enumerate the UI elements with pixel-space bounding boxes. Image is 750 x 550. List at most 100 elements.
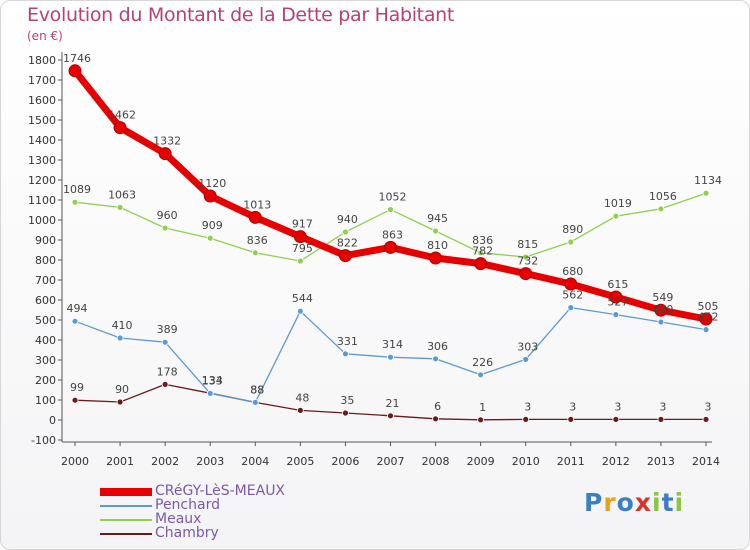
x-tick-label: 2008 [422, 455, 450, 468]
data-point [564, 277, 578, 291]
data-point [567, 238, 575, 246]
data-label: 35 [340, 394, 354, 407]
data-label: 494 [67, 302, 88, 315]
data-label: 544 [292, 292, 313, 305]
data-point [161, 380, 169, 388]
data-point [522, 415, 530, 423]
data-point [71, 198, 79, 206]
data-point [71, 317, 79, 325]
x-tick-label: 2001 [106, 455, 134, 468]
data-label: 1120 [198, 177, 226, 190]
y-tick-label: 400 [35, 334, 56, 347]
data-label: 133 [202, 374, 223, 387]
legend-label: Penchard [155, 497, 220, 513]
data-label: 795 [292, 242, 313, 255]
data-label: 303 [517, 340, 538, 353]
data-point [248, 210, 262, 224]
chart-title: Evolution du Montant de la Dette par Hab… [27, 4, 455, 26]
data-point [203, 189, 217, 203]
data-point [71, 396, 79, 404]
data-label: 890 [562, 223, 583, 236]
data-point [702, 415, 710, 423]
data-point [657, 318, 665, 326]
data-label: 615 [607, 278, 628, 291]
data-point [293, 230, 307, 244]
y-tick-label: 900 [35, 234, 56, 247]
data-label: 452 [698, 311, 719, 324]
data-point [699, 312, 713, 326]
data-label: 3 [659, 400, 666, 413]
y-tick-label: -100 [31, 434, 56, 447]
data-label: 1134 [694, 174, 722, 187]
data-point [432, 415, 439, 423]
data-point [654, 303, 668, 317]
x-tick-label: 2013 [647, 455, 675, 468]
data-label: 48 [295, 391, 309, 404]
data-label: 945 [427, 212, 448, 225]
data-label: 226 [472, 356, 493, 369]
x-tick-label: 2011 [557, 455, 585, 468]
data-point [296, 406, 304, 414]
data-point [429, 251, 443, 265]
data-point [206, 234, 214, 242]
data-point [113, 121, 127, 135]
data-point [612, 212, 620, 220]
data-point [477, 416, 485, 424]
y-tick-label: 1500 [28, 114, 56, 127]
x-tick-label: 2000 [61, 455, 89, 468]
data-point [612, 415, 620, 423]
data-label: 6 [434, 400, 441, 413]
data-label: 782 [472, 245, 493, 258]
data-point [116, 203, 124, 211]
data-point [342, 228, 349, 236]
data-point [387, 412, 394, 420]
x-tick-label: 2005 [286, 455, 314, 468]
y-tick-label: 1300 [28, 154, 56, 167]
data-label: 1332 [153, 135, 181, 148]
y-tick-label: 500 [35, 314, 56, 327]
legend-label: Chambry [155, 525, 219, 541]
data-point [342, 350, 349, 358]
data-label: 1746 [63, 52, 91, 65]
legend-label: CRéGY-LèS-MEAUX [155, 483, 286, 499]
x-tick-label: 2002 [151, 455, 179, 468]
x-tick-label: 2003 [196, 455, 224, 468]
data-point [251, 249, 259, 257]
data-point [161, 338, 169, 346]
data-point [68, 64, 82, 78]
data-label: 1462 [108, 109, 136, 122]
data-point [384, 240, 397, 254]
chart-unit: (en €) [27, 29, 63, 43]
data-label: 1063 [108, 188, 136, 201]
data-point [206, 389, 214, 397]
y-tick-label: 200 [35, 374, 56, 387]
data-label: 1089 [63, 183, 91, 196]
data-point [567, 415, 575, 423]
x-tick-label: 2009 [467, 455, 495, 468]
data-point [522, 253, 530, 261]
data-label: 909 [202, 219, 223, 232]
data-point [657, 205, 665, 213]
legend-swatch [100, 488, 152, 496]
y-tick-label: 1000 [28, 214, 56, 227]
legend-swatch [100, 519, 152, 521]
data-point [338, 249, 352, 263]
y-tick-label: 600 [35, 294, 56, 307]
y-tick-label: 1600 [28, 94, 56, 107]
y-tick-label: 0 [49, 414, 56, 427]
data-point [116, 334, 124, 342]
data-point [477, 249, 485, 257]
data-label: 1056 [649, 190, 677, 203]
y-tick-label: 1400 [28, 134, 56, 147]
data-label: 1013 [243, 198, 271, 211]
data-point [477, 371, 485, 379]
legend-swatch [100, 533, 152, 535]
data-label: 917 [292, 218, 313, 231]
x-tick-label: 2007 [377, 455, 405, 468]
data-label: 178 [157, 365, 178, 378]
data-label: 90 [115, 383, 129, 396]
data-label: 549 [652, 291, 673, 304]
data-point [702, 326, 710, 334]
